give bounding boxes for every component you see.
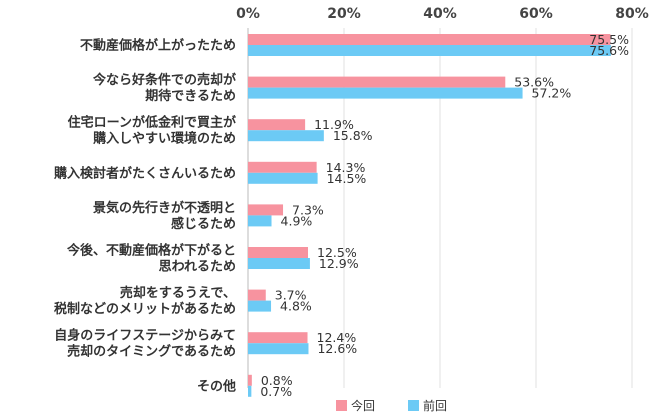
category-label: 売却をするうえで、税制などのメリットがあるため <box>54 285 236 317</box>
bar-previous <box>248 172 318 184</box>
category-label: 景気の先行きが不透明と感じるため <box>93 200 236 232</box>
category-label: 今後、不動産価格が下がると思われるため <box>66 243 236 275</box>
value-label: 75.5% <box>589 32 629 47</box>
bar-current <box>248 289 266 301</box>
x-tick-label: 0% <box>236 6 260 22</box>
category-label: 購入検討者がたくさんいるため <box>53 165 236 181</box>
value-label: 0.8% <box>261 373 293 388</box>
bar-current <box>248 247 308 258</box>
value-label: 4.9% <box>281 213 313 228</box>
bar-current <box>248 161 317 173</box>
value-label: 4.8% <box>280 299 312 314</box>
legend-swatch-current <box>336 400 347 411</box>
bar-current <box>248 204 284 216</box>
bar-previous <box>248 45 611 56</box>
category-label: 自身のライフステージからみて売却のタイミングであるため <box>54 328 236 360</box>
bar-previous <box>248 385 252 397</box>
legend-label: 今回 <box>351 398 375 413</box>
category-label: その他 <box>197 378 236 394</box>
category-labels: 不動産価格が上がったため今なら好条件での売却が期待できるため住宅ローンが低金利で… <box>53 38 236 395</box>
bars <box>248 34 611 397</box>
value-label: 12.6% <box>317 341 357 356</box>
value-labels: 75.5%75.6% 53.6%57.2% 11.9%15.8% 14.3%14.5%… <box>260 32 629 399</box>
value-label: 14.3% <box>326 160 366 175</box>
bar-previous <box>248 87 523 99</box>
x-tick-label: 20% <box>327 6 361 22</box>
bar-previous <box>248 343 309 355</box>
value-label: 53.6% <box>514 75 554 90</box>
value-label: 12.4% <box>317 330 357 345</box>
value-label: 7.3% <box>292 202 324 217</box>
bar-current <box>248 332 308 344</box>
bar-previous <box>248 130 324 142</box>
x-tick-label: 60% <box>519 6 553 22</box>
x-tick-label: 80% <box>615 6 649 22</box>
value-label: 14.5% <box>327 171 367 186</box>
x-tick-label: 40% <box>423 6 457 22</box>
bar-current <box>248 76 506 88</box>
bar-previous <box>248 300 272 312</box>
value-label: 12.5% <box>317 245 357 260</box>
bar-previous <box>248 215 272 227</box>
value-label: 11.9% <box>314 117 354 132</box>
value-label: 0.7% <box>260 384 292 399</box>
bar-current <box>248 34 611 45</box>
value-label: 12.9% <box>319 256 359 271</box>
legend: 今回 前回 <box>336 398 447 413</box>
value-label: 75.6% <box>589 43 629 58</box>
category-label: 今なら好条件での売却が期待できるため <box>92 72 236 104</box>
bar-previous <box>248 258 310 269</box>
bar-current <box>248 119 306 131</box>
x-axis-ticks: 0% 20% 40% 60% 80% <box>236 6 649 22</box>
category-label: 住宅ローンが低金利で買主が購入しやすい環境のため <box>68 115 236 147</box>
value-label: 57.2% <box>532 86 572 101</box>
value-label: 15.8% <box>333 128 373 143</box>
legend-swatch-previous <box>408 400 419 411</box>
legend-label: 前回 <box>423 398 447 413</box>
value-label: 3.7% <box>275 288 307 303</box>
category-label: 不動産価格が上がったため <box>80 38 236 54</box>
bar-current <box>248 374 252 386</box>
